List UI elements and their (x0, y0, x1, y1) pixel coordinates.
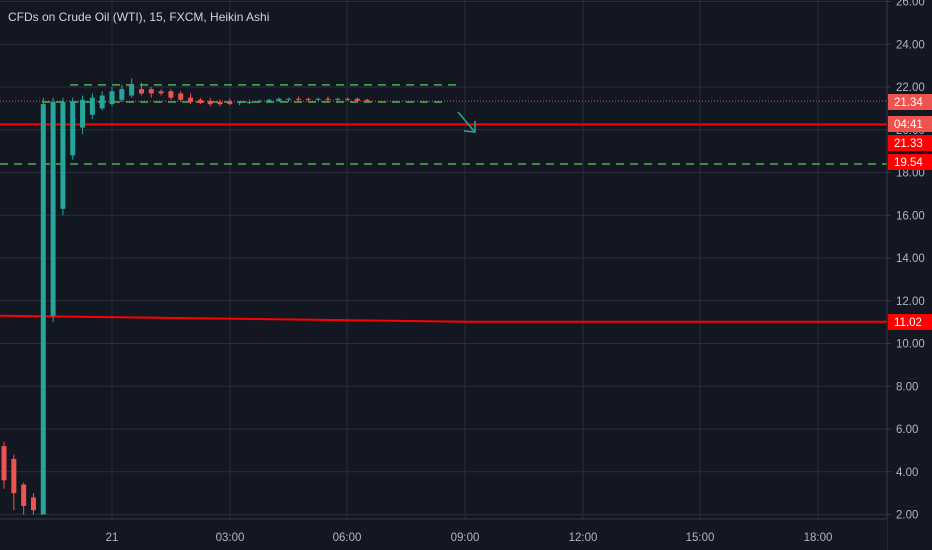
y-tick-label: 8.00 (896, 381, 918, 393)
price-label-text: 21.33 (894, 138, 923, 150)
candle-body (315, 98, 321, 100)
candle-body (138, 89, 144, 94)
arrow-head (463, 121, 476, 133)
price-label-badge (888, 135, 932, 151)
x-tick-label: 18:00 (804, 532, 833, 544)
price-label-badge (888, 94, 932, 110)
candle-body (364, 99, 370, 102)
candle-body (80, 99, 86, 128)
y-tick-label: 6.00 (896, 424, 918, 436)
arrow-shaft (457, 111, 475, 132)
y-tick-label: 10.00 (896, 339, 925, 351)
price-label-text: 21.34 (894, 97, 923, 109)
candle-body (354, 98, 360, 101)
candle-body (335, 98, 341, 100)
candle-body (60, 101, 66, 209)
y-tick-label: 2.00 (896, 510, 918, 522)
y-tick-label: 16.00 (896, 210, 925, 222)
price-axis-background[interactable] (887, 0, 932, 550)
y-tick-label: 4.00 (896, 467, 918, 479)
candle-body (256, 100, 262, 102)
candle-body (188, 97, 194, 102)
chart-title: CFDs on Crude Oil (WTI), 15, FXCM, Heiki… (8, 10, 269, 24)
x-axis-ticks: 21 03:00 06:00 09:00 12:00 15:00 18:00 (106, 532, 833, 544)
candle-body (89, 97, 95, 115)
x-tick-label: 06:00 (333, 532, 362, 544)
candle-body (1, 446, 7, 481)
candle-body (296, 98, 302, 100)
candle-body (50, 101, 56, 316)
candle-body (345, 98, 351, 100)
candle-body (21, 484, 27, 506)
candle-body (11, 458, 17, 494)
candle-body (246, 101, 252, 104)
price-labels: 21.34 04:41 21.33 19.54 11.02 (888, 94, 932, 330)
x-tick-label: 12:00 (569, 532, 598, 544)
candle-body (129, 84, 135, 96)
price-label-text: 04:41 (894, 119, 923, 131)
candles (1, 78, 370, 515)
candle-body (30, 497, 36, 511)
x-tick-label: 03:00 (216, 532, 245, 544)
y-tick-label: 18.00 (896, 168, 925, 180)
price-label-text: 11.02 (894, 317, 922, 329)
price-label-badge (888, 314, 932, 330)
candle-body (217, 101, 223, 105)
candle-body (286, 98, 292, 100)
candle-body (305, 98, 311, 100)
candle-body (266, 99, 272, 102)
candle-body (178, 93, 184, 100)
level-lines (0, 84, 887, 323)
y-axis-ticks: 2.00 4.00 6.00 8.00 10.00 12.00 14.00 16.00 18.0… (887, 0, 925, 522)
price-label-badge (888, 154, 932, 170)
y-tick-label: 12.00 (896, 296, 925, 308)
grid (0, 0, 887, 519)
price-label-badge (888, 116, 932, 132)
x-tick-label: 21 (106, 532, 119, 544)
candle-body (227, 101, 233, 105)
y-tick-label: 14.00 (896, 253, 925, 265)
annotation-arrow (457, 111, 476, 133)
candle-body (70, 101, 76, 156)
candle-body (168, 91, 174, 98)
x-tick-label: 09:00 (451, 532, 480, 544)
candle-body (237, 101, 243, 104)
price-label-text: 19.54 (894, 157, 923, 169)
y-tick-label: 22.00 (896, 82, 925, 94)
candle-body (99, 95, 105, 109)
candle-body (119, 89, 125, 100)
candle-body (325, 98, 331, 100)
candle-body (207, 100, 213, 105)
time-axis-background[interactable] (0, 519, 887, 550)
candle-body (276, 98, 282, 101)
candle-body (197, 99, 203, 104)
candle-body (109, 91, 115, 105)
candle-body (40, 104, 46, 515)
y-tick-label: 24.00 (896, 39, 925, 51)
candle-body (158, 91, 164, 94)
candle-body (148, 89, 154, 94)
x-tick-label: 15:00 (686, 532, 715, 544)
y-tick-label: 26.00 (896, 0, 925, 9)
trend-line (0, 314, 466, 323)
